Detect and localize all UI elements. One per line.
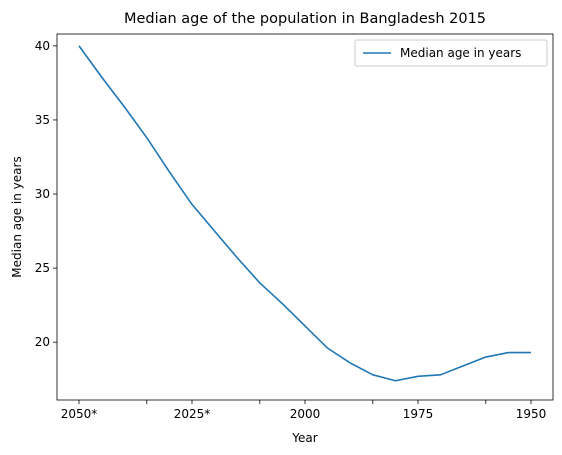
x-tick-label: 1975 [403,407,434,421]
y-tick-label: 40 [35,39,50,53]
x-tick-label: 1950 [516,407,547,421]
y-axis-label: Median age in years [10,156,24,277]
x-tick-label: 2050* [61,407,98,421]
series-line [78,45,531,382]
legend-box [354,39,548,67]
y-tick-label: 35 [35,113,50,127]
axes-frame [56,33,554,401]
x-axis-label: Year [291,431,317,445]
plot-area: 20 25 30 35 40 2050* 2025* 2000 1975 1950 [35,33,554,421]
y-tick-label: 20 [35,335,50,349]
y-tick-label: 30 [35,187,50,201]
x-tick-label: 2000 [290,407,321,421]
x-tick-label: 2025* [174,407,211,421]
legend: Median age in years [354,39,548,67]
chart-title: Median age of the population in Banglade… [124,11,486,27]
y-tick-label: 25 [35,261,50,275]
legend-label: Median age in years [400,46,521,60]
